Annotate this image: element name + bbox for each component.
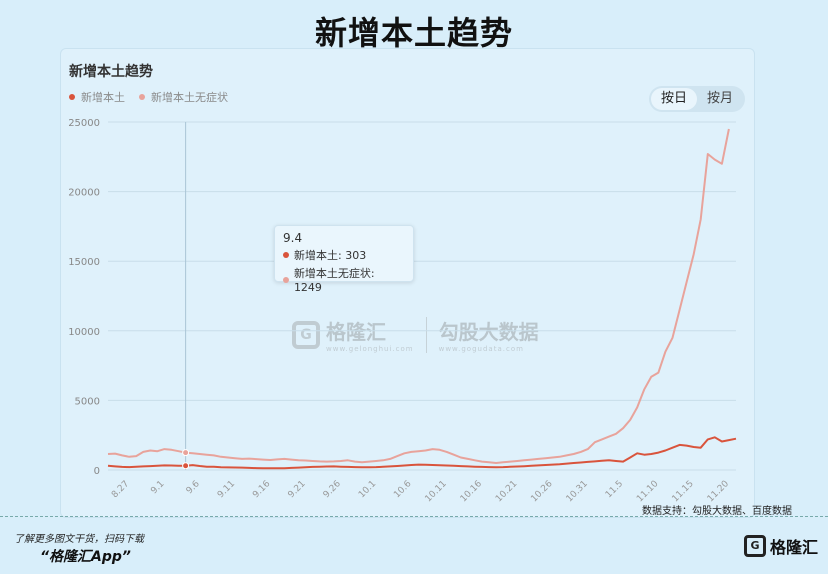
legend-label-series1: 新增本土 xyxy=(81,91,125,104)
x-tick-label-16: 11.15 xyxy=(670,479,695,504)
tooltip-dot-series2 xyxy=(283,276,289,283)
data-source: 数据支持：勾股大数据、百度数据 xyxy=(642,506,792,517)
tooltip-dot-series1 xyxy=(283,252,289,258)
hover-point-series1 xyxy=(182,462,190,470)
y-tick-label-3: 15000 xyxy=(68,257,100,268)
series-line-1 xyxy=(107,436,737,470)
chart-card: 新增本土趋势 新增本土 新增本土无症状 按日 按月 xyxy=(60,48,755,518)
series-line-2 xyxy=(107,128,730,464)
y-tick-label-5: 25000 xyxy=(68,118,100,129)
hover-point-series2 xyxy=(182,449,190,457)
x-tick-label-10: 10.16 xyxy=(459,479,484,504)
page-title: 新增本土趋势 xyxy=(314,14,513,52)
brand-logo-text: 格隆汇 xyxy=(770,538,819,557)
promo-text: 了解更多图文干货，扫码下载 xyxy=(14,534,144,545)
x-tick-label-7: 10.1 xyxy=(357,479,378,500)
chart-legend: 新增本土 新增本土无症状 xyxy=(69,89,228,105)
tooltip-value-series1: 新增本土: 303 xyxy=(294,249,367,262)
x-tick-label-15: 11.10 xyxy=(635,479,660,504)
toggle-by-month-button[interactable]: 按月 xyxy=(706,91,733,106)
chart-title: 新增本土趋势 xyxy=(69,64,153,80)
x-tick-label-14: 11.5 xyxy=(604,479,625,500)
x-tick-label-17: 11.20 xyxy=(706,479,731,504)
period-toggle: 按日 按月 xyxy=(649,86,745,112)
brand-logo[interactable]: G 格隆汇 xyxy=(744,534,818,558)
toggle-by-day-button[interactable]: 按日 xyxy=(651,88,697,110)
legend-item-series1[interactable]: 新增本土 xyxy=(69,89,125,105)
promo-app-name: “格隆汇App” xyxy=(40,549,131,565)
watermark-logo-icon: G xyxy=(292,320,320,349)
x-tick-label-9: 10.11 xyxy=(424,479,449,504)
x-tick-label-3: 9.11 xyxy=(216,479,237,500)
y-tick-label-2: 10000 xyxy=(68,327,100,338)
legend-item-series2[interactable]: 新增本土无症状 xyxy=(139,89,228,105)
legend-dot-series2 xyxy=(139,94,145,100)
legend-label-series2: 新增本土无症状 xyxy=(151,91,228,104)
y-tick-label-1: 5000 xyxy=(75,396,100,407)
watermark-brand-right: 勾股大数据 xyxy=(438,320,539,344)
watermark-sub-left: www.gelonghui.com xyxy=(326,345,414,353)
footer-divider xyxy=(0,516,828,517)
watermark-sub-right: www.gogudata.com xyxy=(438,345,524,353)
x-tick-label-8: 10.6 xyxy=(392,479,413,500)
watermark: G 格隆汇 www.gelonghui.com 勾股大数据 www.goguda… xyxy=(292,316,539,353)
x-tick-label-12: 10.26 xyxy=(529,479,554,504)
y-tick-label-0: 0 xyxy=(94,466,100,477)
x-tick-label-1: 9.1 xyxy=(149,479,166,496)
legend-dot-series1 xyxy=(69,94,75,100)
x-tick-label-13: 10.31 xyxy=(565,479,590,504)
watermark-divider xyxy=(425,316,427,353)
watermark-brand-left: 格隆汇 xyxy=(326,320,386,344)
x-tick-label-0: 8.27 xyxy=(110,479,131,500)
y-tick-label-4: 20000 xyxy=(68,188,100,199)
x-tick-label-5: 9.21 xyxy=(286,479,307,500)
x-tick-label-2: 9.6 xyxy=(185,479,202,496)
tooltip-date: 9.4 xyxy=(283,231,303,245)
x-tick-label-6: 9.26 xyxy=(322,479,343,500)
x-tick-label-4: 9.16 xyxy=(251,479,272,500)
chart-tooltip: 9.4 新增本土: 303 新增本土无症状: 1249 xyxy=(274,225,414,294)
x-tick-label-11: 10.21 xyxy=(494,479,519,504)
tooltip-value-series2: 新增本土无症状: 1249 xyxy=(293,267,375,294)
brand-logo-icon: G xyxy=(744,535,766,557)
